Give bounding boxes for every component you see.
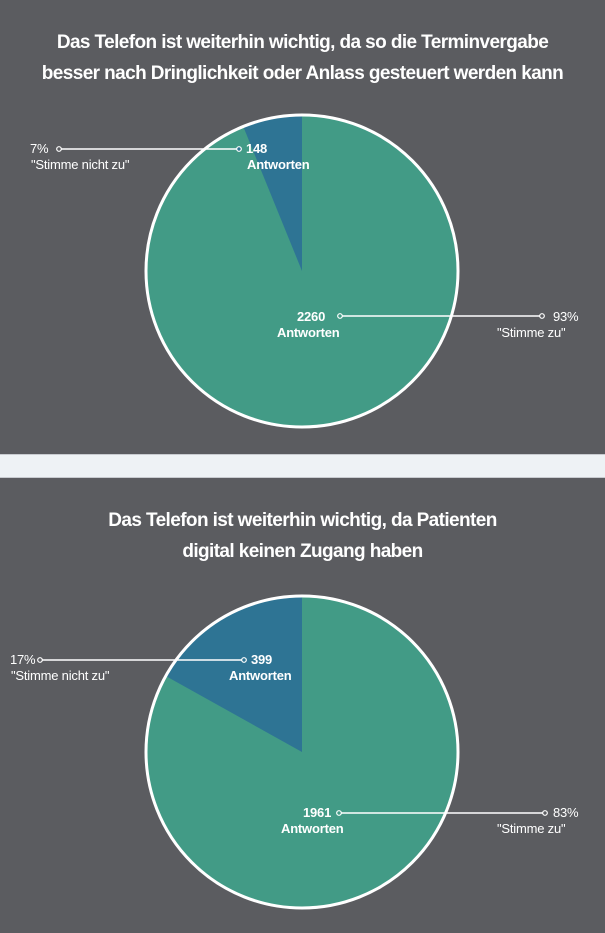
label-disagree-2: "Stimme nicht zu" <box>11 668 110 683</box>
leader-dot <box>542 810 548 816</box>
chart-title-2: Das Telefon ist weiterhin wichtig, da Pa… <box>0 505 605 567</box>
count-agree-1: 2260 <box>297 309 326 324</box>
pie-chart-2 <box>37 594 548 910</box>
chart-panel-2: Das Telefon ist weiterhin wichtig, da Pa… <box>0 478 605 933</box>
pie-outline <box>144 113 460 429</box>
count-agree-2: 1961 <box>303 805 332 820</box>
leader-dot <box>241 657 247 663</box>
chart-title-1-line-2: besser nach Dringlichkeit oder Anlass ge… <box>41 63 564 84</box>
unit-disagree-1: Antworten <box>247 157 310 172</box>
leader-dot <box>37 657 43 663</box>
leader-dot <box>539 313 545 319</box>
pct-disagree-1: 7% <box>30 141 49 156</box>
chart-title-2-line-1: Das Telefon ist weiterhin wichtig, da Pa… <box>108 510 497 531</box>
chart-title-1-line-1: Das Telefon ist weiterhin wichtig, da so… <box>56 32 549 53</box>
count-disagree-2: 399 <box>251 652 273 667</box>
count-disagree-1: 148 <box>246 141 268 156</box>
pct-disagree-2: 17% <box>10 652 36 667</box>
leader-dot <box>336 810 342 816</box>
label-disagree-1: "Stimme nicht zu" <box>31 157 130 172</box>
unit-agree-1: Antworten <box>277 325 340 340</box>
pie-outline <box>144 594 460 910</box>
leader-dot <box>236 146 242 152</box>
pie-slice-disagree <box>243 115 302 271</box>
chart-title-2-line-2: digital keinen Zugang haben <box>182 541 423 562</box>
section-divider <box>0 454 605 478</box>
pct-agree-1: 93% <box>553 309 579 324</box>
leader-dot <box>337 313 343 319</box>
label-agree-2: "Stimme zu" <box>497 821 566 836</box>
chart-panel-1: Das Telefon ist weiterhin wichtig, da so… <box>0 0 605 454</box>
unit-disagree-2: Antworten <box>229 668 292 683</box>
pct-agree-2: 83% <box>553 805 579 820</box>
leader-dot <box>56 146 62 152</box>
label-agree-1: "Stimme zu" <box>497 325 566 340</box>
unit-agree-2: Antworten <box>281 821 344 836</box>
pie-chart-1 <box>56 113 545 429</box>
chart-title-1: Das Telefon ist weiterhin wichtig, da so… <box>0 27 605 89</box>
